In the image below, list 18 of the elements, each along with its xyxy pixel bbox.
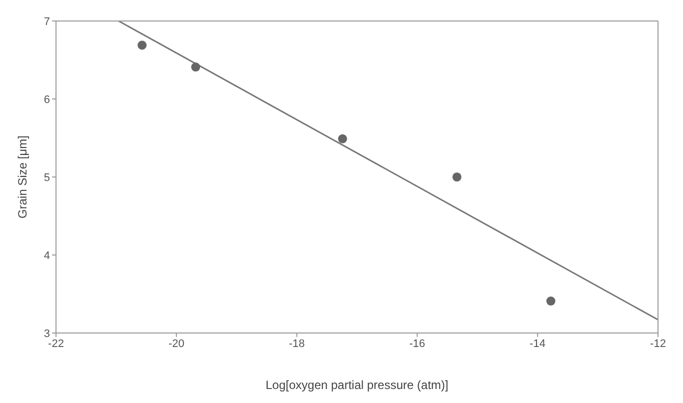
x-tick-label: -20 <box>168 338 184 350</box>
point <box>138 40 147 50</box>
x-tick-label: -22 <box>48 338 64 350</box>
y-tick-label: 6 <box>44 94 50 106</box>
y-axis-title: Grain Size [μm] <box>15 136 30 218</box>
point <box>452 172 462 182</box>
x-tick-label: -16 <box>409 338 426 350</box>
point <box>338 134 348 144</box>
y-tick-label: 4 <box>44 250 50 262</box>
x-tick-label: -14 <box>530 338 546 350</box>
x-tick-label: -18 <box>288 338 305 350</box>
point <box>191 62 200 72</box>
x-tick-label: -12 <box>650 338 666 350</box>
x-axis-title: Log[oxygen partial pressure (atm)] <box>266 378 448 392</box>
y-tick-label: 5 <box>44 172 50 184</box>
point <box>546 296 556 306</box>
y-tick-label: 7 <box>44 16 50 28</box>
y-tick-label: 3 <box>44 328 50 340</box>
